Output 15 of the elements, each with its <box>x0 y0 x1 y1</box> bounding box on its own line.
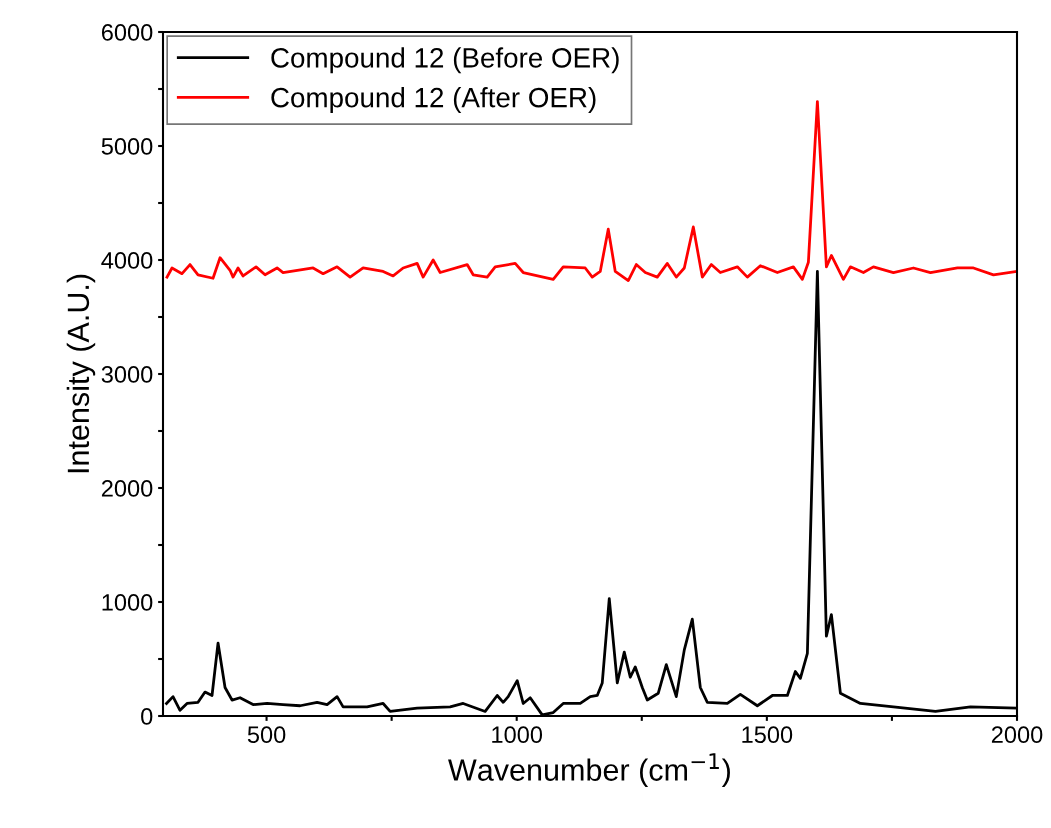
x-tick-label: 1500 <box>742 726 793 744</box>
y-tick-label: 4000 <box>101 252 153 269</box>
x-axis-title: Wavenumber (cm$^{−1}$) <box>448 753 730 787</box>
y-tick-label: 2000 <box>101 480 153 497</box>
y-tick-label: 1000 <box>102 594 153 611</box>
x-tick-label: 500 <box>247 726 286 744</box>
y-tick-label: 5000 <box>101 138 153 155</box>
x-tick-label: 1000 <box>492 726 543 744</box>
x-tick-label: 2000 <box>991 726 1043 744</box>
y-tick-label: 3000 <box>101 366 153 383</box>
y-tick-label: 0 <box>141 708 153 725</box>
y-axis-title: Intensity (A.U.) <box>66 274 96 473</box>
legend-label: Compound 12 (After OER) <box>271 87 596 113</box>
y-tick-label: 6000 <box>101 24 153 41</box>
legend-label: Compound 12 (Before OER) <box>271 47 619 74</box>
